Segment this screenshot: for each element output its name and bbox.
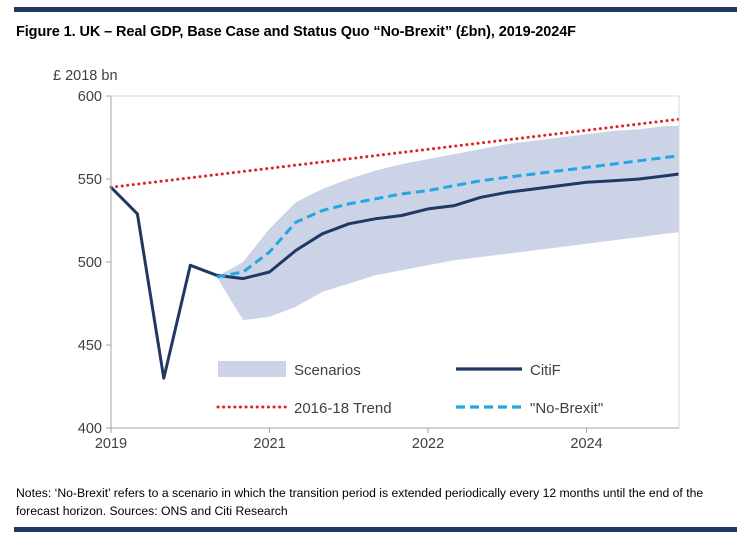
trend-line bbox=[109, 117, 681, 189]
y-tick-label-450: 450 bbox=[78, 338, 102, 354]
figure-notes: Notes: ‘No-Brexit’ refers to a scenario … bbox=[16, 486, 704, 518]
legend-swatch-scenarios bbox=[218, 361, 286, 377]
x-tick-label-2022: 2022 bbox=[412, 436, 444, 452]
legend-label-trend: 2016-18 Trend bbox=[294, 400, 392, 417]
top-rule bbox=[14, 7, 737, 12]
scenarios-band bbox=[216, 125, 679, 321]
y-tick-label-400: 400 bbox=[78, 421, 102, 437]
y-tick-label-500: 500 bbox=[78, 255, 102, 271]
y-tick-label-550: 550 bbox=[78, 172, 102, 188]
legend-label-scenarios: Scenarios bbox=[294, 362, 361, 379]
x-tick-label-2024: 2024 bbox=[570, 436, 602, 452]
bottom-rule bbox=[14, 527, 737, 532]
x-tick-label-2021: 2021 bbox=[253, 436, 285, 452]
y-axis-unit-label: £ 2018 bn bbox=[53, 68, 118, 84]
legend-label-citif: CitiF bbox=[530, 362, 561, 379]
figure-title: Figure 1. UK – Real GDP, Base Case and S… bbox=[16, 24, 576, 40]
citif-line bbox=[109, 172, 680, 380]
no-brexit-line bbox=[216, 154, 680, 279]
x-tick-label-2019: 2019 bbox=[95, 436, 127, 452]
legend-label-no-brexit: "No-Brexit" bbox=[530, 400, 603, 417]
y-tick-label-600: 600 bbox=[78, 89, 102, 105]
